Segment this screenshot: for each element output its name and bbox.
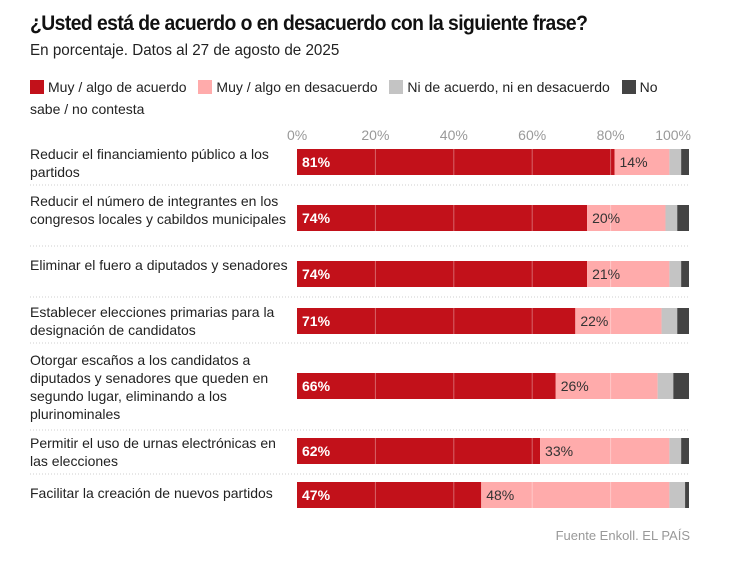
bar-segment-agree xyxy=(297,482,482,508)
legend-label-dont-know: No sabe / no contesta xyxy=(30,79,658,117)
category-label: Establecer elecciones primarias para la … xyxy=(30,304,275,338)
chart-subtitle: En porcentaje. Datos al 27 de agosto de … xyxy=(30,42,340,59)
bar-value-label: 21% xyxy=(592,266,620,282)
bar-segment-disagree xyxy=(614,149,670,175)
x-tick-label: 20% xyxy=(361,127,389,143)
bar-segment-dont-know xyxy=(673,373,689,399)
bar-value-label: 74% xyxy=(302,266,331,282)
bar-segment-disagree xyxy=(481,482,670,508)
bar-value-label: 22% xyxy=(580,313,608,329)
legend-swatch-dont-know xyxy=(621,80,636,94)
bar-value-label: 20% xyxy=(592,210,620,226)
bar-segment-agree xyxy=(297,373,556,399)
category-label: Permitir el uso de urnas electrónicas en… xyxy=(30,435,276,469)
bar-segment-neutral xyxy=(657,373,674,399)
bar-segment-disagree xyxy=(540,438,670,464)
bar-segment-disagree xyxy=(587,261,670,287)
bar-segment-disagree xyxy=(555,373,658,399)
bar-segment-dont-know xyxy=(681,438,689,464)
bar-segment-agree xyxy=(297,261,588,287)
bar-value-label: 47% xyxy=(302,487,331,503)
x-tick-label: 40% xyxy=(440,127,468,143)
bar-value-label: 33% xyxy=(545,443,573,459)
x-tick-label: 60% xyxy=(518,127,546,143)
bar-value-label: 74% xyxy=(302,210,331,226)
bar-segment-dont-know xyxy=(681,149,689,175)
x-tick-label: 80% xyxy=(597,127,625,143)
category-label: Facilitar la creación de nuevos partidos xyxy=(30,485,273,501)
bar-value-label: 81% xyxy=(302,154,331,170)
legend-item-dont-know: No sabe / no contesta xyxy=(30,79,658,117)
legend-item-neutral: Ni de acuerdo, ni en desacuerdo xyxy=(389,79,610,95)
category-label: Reducir el financiamiento público a los … xyxy=(30,146,269,180)
legend-label-agree: Muy / algo de acuerdo xyxy=(48,79,187,95)
legend-item-agree: Muy / algo de acuerdo xyxy=(30,79,187,95)
bar-value-label: 26% xyxy=(561,378,589,394)
legend-swatch-agree xyxy=(30,80,44,94)
category-label: Eliminar el fuero a diputados y senadore… xyxy=(30,257,288,273)
x-tick-label: 0% xyxy=(287,127,307,143)
category-label: Reducir el número de integrantes en los … xyxy=(30,193,287,227)
legend-item-disagree: Muy / algo en desacuerdo xyxy=(198,79,378,95)
bar-segment-agree xyxy=(297,205,588,231)
legend-label-disagree: Muy / algo en desacuerdo xyxy=(216,79,378,95)
bar-segment-neutral xyxy=(665,205,678,231)
bar-segment-neutral xyxy=(669,482,686,508)
bar-value-label: 66% xyxy=(302,378,331,394)
bar-segment-dont-know xyxy=(685,482,689,508)
bar-segment-neutral xyxy=(669,438,682,464)
legend-label-neutral: Ni de acuerdo, ni en desacuerdo xyxy=(407,79,610,95)
bar-segment-agree xyxy=(297,438,541,464)
bar-segment-dont-know xyxy=(677,308,689,334)
bar-segment-disagree xyxy=(575,308,662,334)
x-tick-label: 100% xyxy=(655,127,691,143)
bar-segment-neutral xyxy=(669,149,682,175)
bar-segment-dont-know xyxy=(677,205,689,231)
legend-swatch-neutral xyxy=(389,80,404,94)
bar-segment-disagree xyxy=(587,205,666,231)
legend: Muy / algo de acuerdo Muy / algo en desa… xyxy=(30,76,690,120)
bar-segment-dont-know xyxy=(681,261,689,287)
bar-value-label: 62% xyxy=(302,443,331,459)
bar-segment-neutral xyxy=(661,308,678,334)
bar-segment-agree xyxy=(297,149,615,175)
bar-segment-agree xyxy=(297,308,576,334)
legend-swatch-disagree xyxy=(198,80,213,94)
bar-value-label: 14% xyxy=(620,154,648,170)
bar-value-label: 71% xyxy=(302,313,331,329)
bar-segment-neutral xyxy=(669,261,682,287)
source-footer: Fuente Enkoll. EL PAÍS xyxy=(555,528,690,543)
category-label: Otorgar escaños a los candidatos a diput… xyxy=(30,352,269,422)
bar-value-label: 48% xyxy=(486,487,514,503)
chart-title: ¿Usted está de acuerdo o en desacuerdo c… xyxy=(30,12,588,35)
